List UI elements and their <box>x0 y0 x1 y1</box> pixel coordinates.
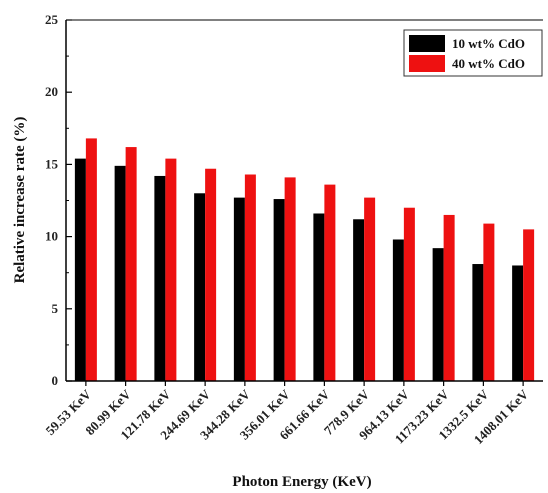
bar-40wt-6 <box>324 184 336 381</box>
bar-10wt-3 <box>194 193 206 381</box>
bar-40wt-0 <box>85 138 97 381</box>
bar-10wt-1 <box>114 165 126 381</box>
bar-10wt-4 <box>233 197 245 381</box>
y-tick-label-25: 25 <box>45 12 59 27</box>
bar-10wt-9 <box>432 248 444 381</box>
bar-40wt-5 <box>284 177 296 381</box>
bar-40wt-11 <box>523 229 535 381</box>
legend: 10 wt% CdO 40 wt% CdO <box>403 29 543 77</box>
bar-40wt-3 <box>205 168 217 381</box>
legend-label-10wt: 10 wt% CdO <box>452 36 525 51</box>
x-axis-title: Photon Energy (KeV) <box>232 474 371 490</box>
bar-40wt-7 <box>364 197 376 381</box>
bar-40wt-10 <box>483 223 495 381</box>
y-tick-label-5: 5 <box>52 301 59 316</box>
bar-10wt-10 <box>472 264 484 381</box>
bar-10wt-5 <box>273 199 285 381</box>
y-tick-label-10: 10 <box>45 229 58 244</box>
bar-40wt-4 <box>244 174 256 381</box>
bar-40wt-8 <box>403 207 415 381</box>
bar-10wt-2 <box>154 175 166 381</box>
bar-40wt-1 <box>125 147 137 381</box>
y-tick-label-15: 15 <box>45 156 59 171</box>
bars-group <box>74 138 535 381</box>
bar-10wt-0 <box>74 158 86 381</box>
bar-40wt-2 <box>165 158 177 381</box>
bar-10wt-6 <box>313 213 325 381</box>
y-tick-label-20: 20 <box>45 84 58 99</box>
legend-swatch-40wt <box>409 55 445 72</box>
legend-label-40wt: 40 wt% CdO <box>452 56 525 71</box>
legend-swatch-10wt <box>409 35 445 52</box>
bar-10wt-7 <box>353 219 365 381</box>
y-tick-label-0: 0 <box>52 373 59 388</box>
bar-10wt-11 <box>512 265 524 381</box>
bar-40wt-9 <box>443 214 455 381</box>
bar-10wt-8 <box>392 239 404 381</box>
y-axis-title: Relative increase rate (%) <box>12 117 28 284</box>
